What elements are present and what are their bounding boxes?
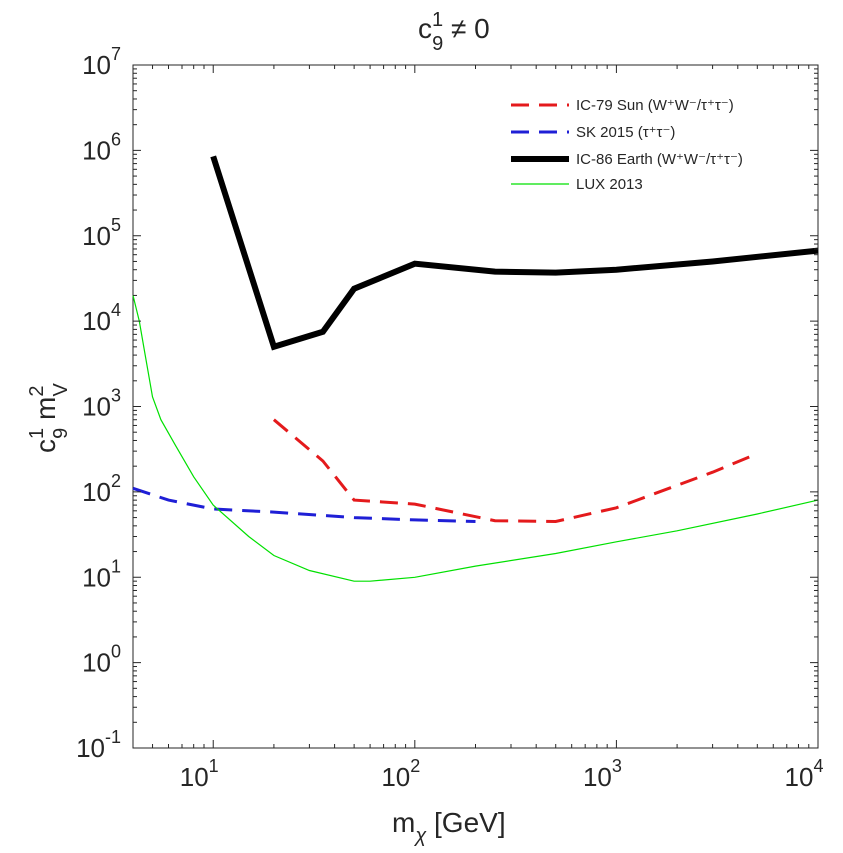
- x-label-text: mχ [GeV]: [392, 807, 506, 847]
- x-tick-label: 104: [785, 756, 824, 792]
- y-axis: 10-1 100 101 102 103 104 105 106 107: [76, 44, 818, 763]
- y-tick-label: 102: [82, 471, 121, 507]
- x-tick-label: 101: [180, 756, 219, 792]
- y-axis-label: c1 9 m2 V: [26, 383, 72, 453]
- x-tick-label: 102: [381, 756, 420, 792]
- x-tick-label: 103: [583, 756, 622, 792]
- legend-label-ic86: IC-86 Earth (W⁺W⁻/τ⁺τ⁻): [576, 151, 743, 168]
- series-line-ic86: [210, 155, 819, 351]
- x-axis: 101 102 103 104: [180, 65, 824, 792]
- series-line-ic79: [272, 418, 758, 524]
- chart-title: c1 9 ≠ 0: [418, 9, 490, 55]
- y-tick-label: 107: [82, 44, 121, 80]
- series-line-lux2013: [132, 295, 819, 582]
- x-axis-label: mχ [GeV]: [392, 807, 506, 847]
- minor-ticks: [132, 65, 818, 748]
- series-layer: [132, 155, 819, 582]
- y-tick-label: 103: [82, 386, 121, 422]
- legend-label-ic79: IC-79 Sun (W⁺W⁻/τ⁺τ⁻): [576, 97, 734, 114]
- y-tick-label: 106: [82, 129, 121, 165]
- legend: IC-79 Sun (W⁺W⁻/τ⁺τ⁻) SK 2015 (τ⁺τ⁻) IC-86…: [511, 97, 743, 193]
- y-label-text: c1 9 m2 V: [26, 383, 72, 453]
- legend-label-lux2013: LUX 2013: [576, 176, 643, 193]
- plot-area: [132, 64, 819, 749]
- legend-label-sk2015: SK 2015 (τ⁺τ⁻): [576, 124, 675, 141]
- series-line-sk2015: [132, 486, 476, 523]
- title-text: c1 9 ≠ 0: [418, 9, 490, 55]
- y-tick-label: 101: [82, 556, 121, 592]
- y-tick-label: 100: [82, 642, 121, 678]
- y-tick-label: 105: [82, 215, 121, 251]
- y-tick-label: 10-1: [76, 727, 121, 763]
- plot-box: [132, 64, 819, 749]
- y-tick-label: 104: [82, 300, 121, 336]
